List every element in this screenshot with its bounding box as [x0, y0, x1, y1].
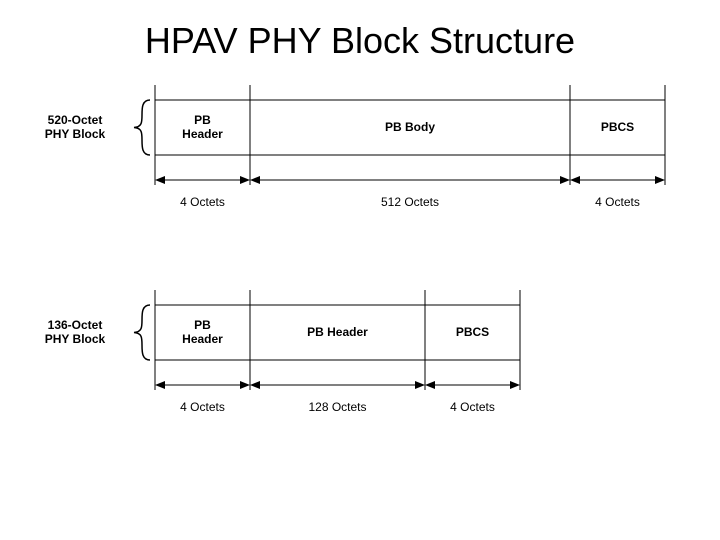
b2-s1-label: PB Header [250, 325, 425, 339]
b1-s0-l1: PB [194, 113, 211, 127]
b1-s1-l1: PB Body [385, 120, 435, 134]
b1-s0-size: 4 Octets [155, 195, 250, 209]
b2-s1-l1: PB Header [307, 325, 368, 339]
b2-s2-size: 4 Octets [425, 400, 520, 414]
b1-s2-size: 4 Octets [570, 195, 665, 209]
b2-s0-size: 4 Octets [155, 400, 250, 414]
b2-s0-label: PB Header [155, 318, 250, 347]
b1-arrows [155, 176, 665, 184]
diagram-svg [0, 0, 720, 540]
b1-s1-label: PB Body [250, 120, 570, 134]
b2-s1-size: 128 Octets [250, 400, 425, 414]
block2-name-l1: 136-Octet [48, 318, 103, 332]
b2-s0-l2: Header [182, 332, 223, 346]
b2-s2-l1: PBCS [456, 325, 489, 339]
b1-s0-label: PB Header [155, 113, 250, 142]
b1-s2-label: PBCS [570, 120, 665, 134]
b1-s0-l2: Header [182, 127, 223, 141]
b2-s2-label: PBCS [425, 325, 520, 339]
brace-2 [134, 305, 150, 360]
block2-name-l2: PHY Block [45, 332, 105, 346]
b2-arrows [155, 381, 520, 389]
b1-s2-l1: PBCS [601, 120, 634, 134]
b2-s0-l1: PB [194, 318, 211, 332]
block2-label: 136-Octet PHY Block [35, 318, 115, 347]
brace-1 [134, 100, 150, 155]
b1-s1-size: 512 Octets [250, 195, 570, 209]
